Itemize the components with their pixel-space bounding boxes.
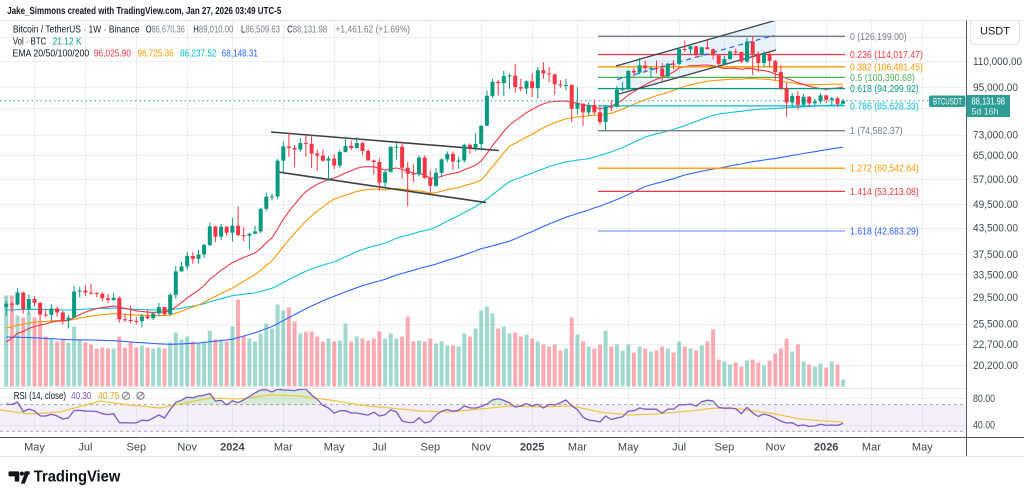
svg-text:2024: 2024 [220,442,245,454]
svg-text:25,500.00: 25,500.00 [973,318,1018,330]
svg-text:29,500.00: 29,500.00 [973,292,1018,304]
svg-text:Nov: Nov [177,442,197,454]
svg-text:68,148.31: 68,148.31 [222,48,258,60]
svg-text:2026: 2026 [814,442,838,454]
svg-text:Nov: Nov [766,442,786,454]
svg-text:80.00: 80.00 [973,393,995,405]
svg-text:43,500.00: 43,500.00 [973,222,1018,234]
svg-text:40.75: 40.75 [98,390,119,402]
svg-text:Sep: Sep [421,442,441,454]
svg-text:0.5 (100,390.68): 0.5 (100,390.68) [850,73,915,84]
svg-text:Jul: Jul [672,442,686,454]
svg-text:Vol · BTC: Vol · BTC [13,36,47,48]
svg-text:Sep: Sep [127,442,147,454]
svg-text:Mar: Mar [274,442,293,454]
svg-text:L86,509.63: L86,509.63 [241,24,280,36]
svg-text:EMA 20/50/100/200: EMA 20/50/100/200 [13,48,90,60]
svg-text:40.00: 40.00 [973,419,995,431]
svg-text:May: May [24,442,45,454]
svg-text:H89,010.00: H89,010.00 [193,24,233,36]
svg-text:65,000.00: 65,000.00 [973,150,1018,162]
svg-text:73,000.00: 73,000.00 [973,129,1018,141]
svg-text:O86,670.36: O86,670.36 [146,24,185,36]
svg-text:Jul: Jul [372,442,386,454]
svg-text:BTCUSDT: BTCUSDT [933,96,962,106]
svg-text:95,000.00: 95,000.00 [973,82,1018,94]
svg-text:USDT: USDT [980,26,1010,38]
svg-text:0.786 (85,628.33): 0.786 (85,628.33) [850,101,919,112]
svg-text:1.618 (42,683.29): 1.618 (42,683.29) [850,227,919,238]
svg-text:86,237.52: 86,237.52 [180,48,217,60]
svg-text:Jul: Jul [78,442,92,454]
svg-text:0.382 (106,481.45): 0.382 (106,481.45) [850,62,923,73]
svg-text:Sep: Sep [715,442,735,454]
svg-text:1 (74,582.37): 1 (74,582.37) [850,126,903,137]
svg-text:May: May [912,442,933,454]
svg-text:96,725.36: 96,725.36 [138,48,174,60]
svg-text:0.236 (114,017.47): 0.236 (114,017.47) [850,50,923,61]
svg-text:TradingView: TradingView [34,469,121,486]
svg-text:5d 16h: 5d 16h [972,106,999,117]
svg-text:33,500.00: 33,500.00 [973,269,1018,281]
svg-text:110,000.00: 110,000.00 [973,56,1022,68]
svg-text:22,700.00: 22,700.00 [973,339,1018,351]
svg-text:May: May [324,442,345,454]
svg-text:1.414 (53,213.08): 1.414 (53,213.08) [850,187,919,198]
svg-text:RSI (14, close): RSI (14, close) [14,390,66,402]
svg-text:+1,461.62 (+1.69%): +1,461.62 (+1.69%) [336,24,411,36]
svg-text:Mar: Mar [568,442,587,454]
svg-text:20,200.00: 20,200.00 [973,360,1018,372]
svg-text:21.12 K: 21.12 K [53,36,82,48]
svg-text:1.272 (60,542.64): 1.272 (60,542.64) [850,164,919,175]
svg-text:2025: 2025 [520,442,544,454]
svg-text:Mar: Mar [862,442,881,454]
svg-text:0 (126,199.00): 0 (126,199.00) [850,32,907,43]
svg-text:96,025.90: 96,025.90 [94,48,131,60]
svg-text:C88,131.98: C88,131.98 [287,24,327,36]
svg-text:40.30: 40.30 [71,390,91,402]
svg-text:88,131.98: 88,131.98 [972,96,1006,107]
svg-text:May: May [618,442,639,454]
svg-text:49,500.00: 49,500.00 [973,199,1018,211]
svg-text:Jake_Simmons created with Trad: Jake_Simmons created with TradingView.co… [7,5,281,17]
svg-text:0.618 (94,299.92): 0.618 (94,299.92) [850,84,919,95]
svg-text:57,000.00: 57,000.00 [973,174,1018,186]
svg-text:37,500.00: 37,500.00 [973,249,1018,261]
svg-text:Bitcoin / TetherUS · 1W · Bina: Bitcoin / TetherUS · 1W · Binance [13,24,140,36]
svg-text:Nov: Nov [471,442,491,454]
